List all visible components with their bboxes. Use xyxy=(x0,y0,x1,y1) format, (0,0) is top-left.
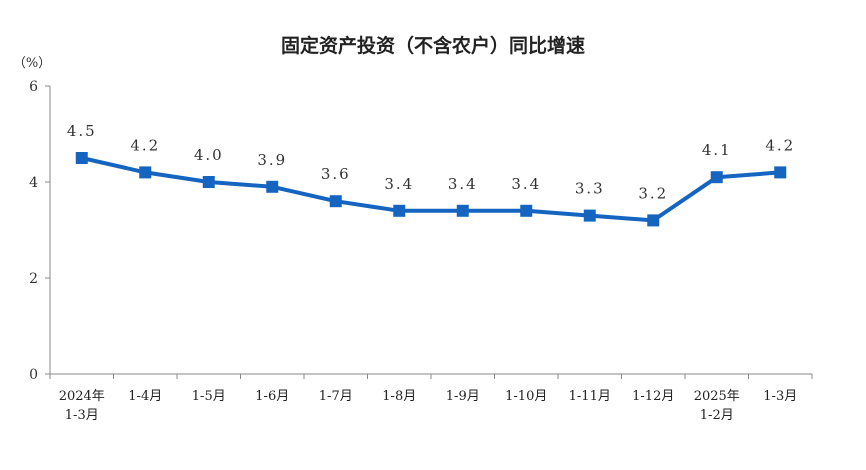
data-point-marker xyxy=(774,166,787,179)
y-tick-label: 6 xyxy=(29,79,38,95)
x-tick-label: 2025年 1-2月 xyxy=(694,389,740,423)
x-tick-label-line: 1-6月 xyxy=(255,389,289,404)
data-label: 3.2 xyxy=(638,184,668,202)
data-label: 4.2 xyxy=(130,136,160,154)
chart-title: 固定资产投资（不含农户）同比增速 xyxy=(281,34,585,57)
axes xyxy=(45,85,813,379)
x-tick-label-line: 1-5月 xyxy=(192,389,226,404)
data-label: 3.6 xyxy=(321,165,351,183)
x-tick-label: 1-4月 xyxy=(128,389,162,404)
x-tick-label: 1-10月 xyxy=(505,389,547,404)
x-tick-label-line: 1-8月 xyxy=(382,389,416,404)
y-axis-unit: （%） xyxy=(13,56,51,71)
x-tick-label-line: 2024年 xyxy=(59,389,105,404)
data-point-marker xyxy=(647,214,660,227)
data-point-marker xyxy=(266,180,279,193)
x-tick-label-line: 1-10月 xyxy=(505,389,547,404)
data-label: 3.9 xyxy=(257,151,287,169)
y-tick-label: 2 xyxy=(29,271,38,287)
x-tick-label-line: 1-9月 xyxy=(446,389,480,404)
data-point-marker xyxy=(139,166,152,179)
x-tick-label: 1-8月 xyxy=(382,389,416,404)
series-line xyxy=(81,156,781,223)
series-group xyxy=(75,152,787,227)
data-point-marker xyxy=(583,209,596,222)
x-tick-label-line: 1-11月 xyxy=(569,389,611,404)
data-point-marker xyxy=(710,171,723,184)
data-label: 4.2 xyxy=(765,136,795,154)
data-label: 4.0 xyxy=(194,146,224,164)
x-tick-label: 1-12月 xyxy=(632,389,674,404)
data-label: 3.3 xyxy=(575,180,605,198)
data-label: 3.4 xyxy=(384,175,414,193)
data-label: 4.5 xyxy=(67,122,97,140)
data-label: 3.4 xyxy=(511,175,541,193)
x-tick-label-line: 1-4月 xyxy=(128,389,162,404)
data-point-marker xyxy=(75,152,88,164)
x-tick-label-line: 1-3月 xyxy=(763,389,797,404)
x-tick-label: 1-5月 xyxy=(192,389,226,404)
x-tick-label: 1-7月 xyxy=(319,389,353,404)
x-tick-label: 1-11月 xyxy=(569,389,611,404)
data-point-marker xyxy=(520,204,533,217)
tick-labels: 0 2 4 6 2024年 1-3月 1-4月 1-5月 1-6月 1-7月 1-8月 1-9月 1-1… xyxy=(29,79,797,423)
x-tick-label: 1-9月 xyxy=(446,389,480,404)
x-tick-label-line: 1-12月 xyxy=(632,389,674,404)
x-tick-label-line: 1-7月 xyxy=(319,389,353,404)
data-point-marker xyxy=(329,195,342,208)
x-tick-label: 1-6月 xyxy=(255,389,289,404)
data-label: 3.4 xyxy=(448,175,478,193)
data-point-marker xyxy=(393,204,406,217)
x-tick-label: 2024年 1-3月 xyxy=(59,389,105,423)
data-label: 4.1 xyxy=(702,141,732,159)
data-point-marker xyxy=(202,176,215,188)
x-tick-label: 1-3月 xyxy=(763,389,797,404)
x-tick-label-line: 1-3月 xyxy=(65,408,99,423)
y-tick-label: 4 xyxy=(29,175,38,191)
x-tick-label-line: 2025年 xyxy=(694,389,740,404)
y-tick-label: 0 xyxy=(29,367,38,383)
x-tick-label-line: 1-2月 xyxy=(700,408,734,423)
data-labels: 4.5 4.2 4.0 3.9 3.6 3.4 3.4 3.4 3.3 3.2 4.1 4.2 xyxy=(67,122,795,202)
data-point-marker xyxy=(456,204,469,217)
